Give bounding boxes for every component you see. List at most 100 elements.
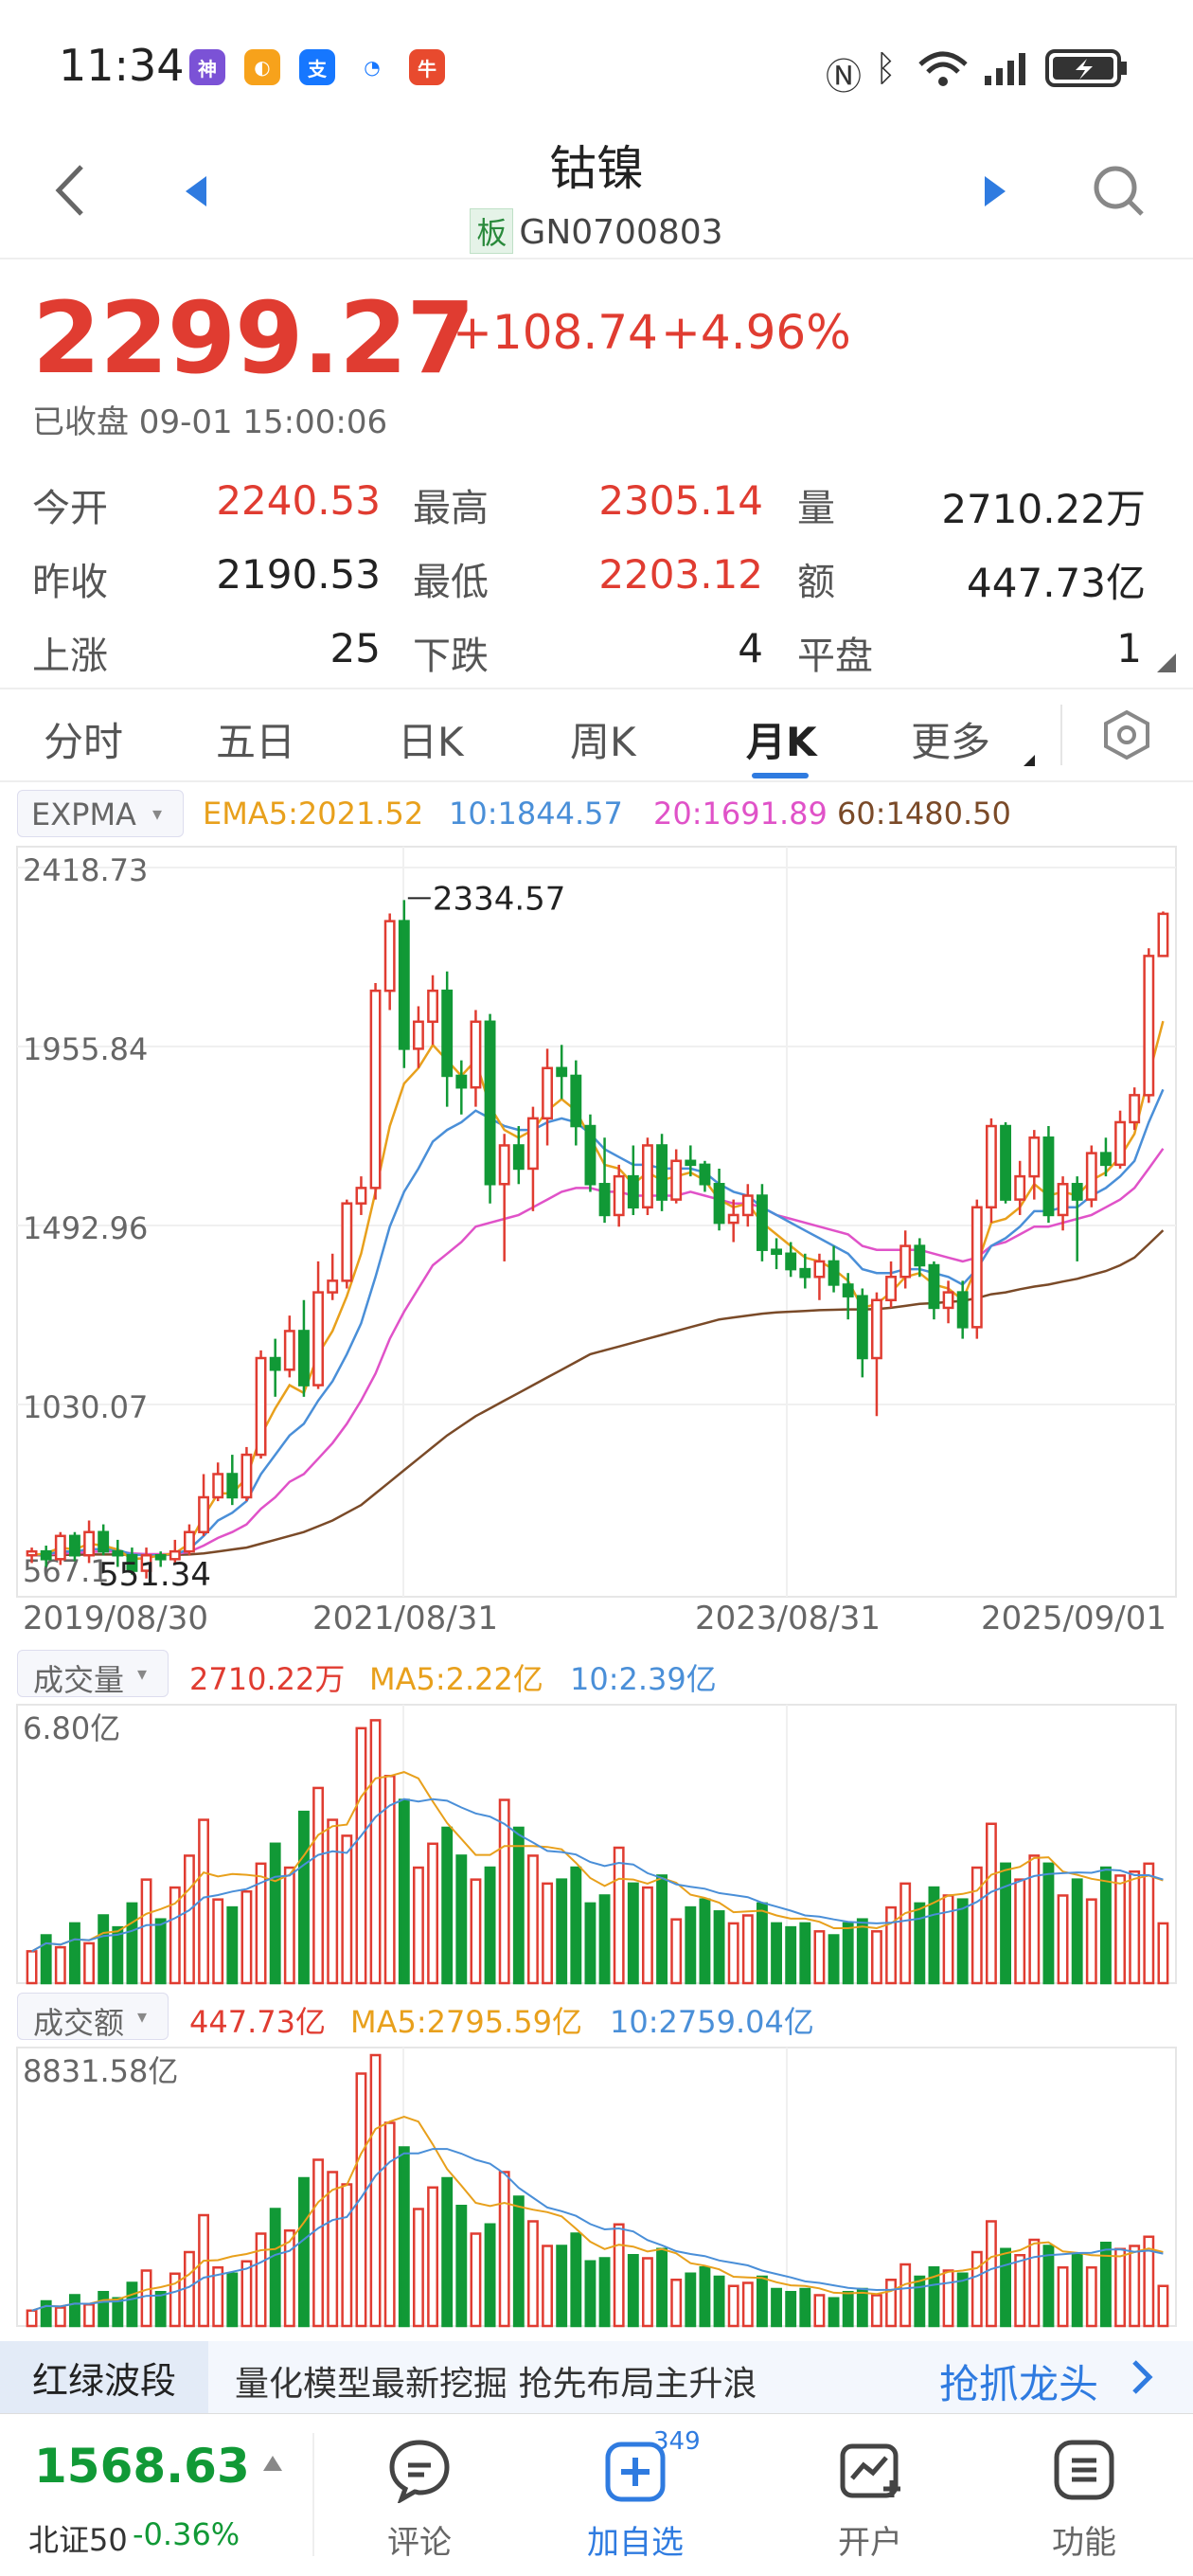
down-label: 下跌 [413, 635, 489, 678]
amount-bar [699, 2266, 711, 2328]
volume-bar [427, 1842, 439, 1985]
amount-bar [885, 2279, 898, 2328]
volume-value: 2710.22万 [941, 486, 1146, 532]
indicator-name: EXPMA [31, 796, 136, 832]
next-stock-icon[interactable] [981, 174, 1009, 208]
candle-body [369, 989, 382, 1190]
amount-bar [484, 2223, 496, 2328]
tab-4[interactable]: 月K [746, 719, 817, 765]
amount-bar [68, 2294, 80, 2328]
dropdown-icon: ▾ [137, 2005, 148, 2028]
volume-frame [16, 1704, 1177, 1984]
amount-bar [441, 2176, 454, 2328]
candle-body [870, 1298, 882, 1360]
comment-label[interactable]: 评论 [387, 2524, 452, 2562]
amount-bar [398, 2146, 410, 2328]
candle-body [727, 1213, 739, 1225]
add-watch-icon[interactable] [602, 2437, 668, 2503]
candle-body [240, 1453, 253, 1499]
amount-indicator-select[interactable]: 成交额 ▾ [17, 1993, 169, 2041]
indicator-select[interactable]: EXPMA ▾ [17, 790, 184, 837]
volume-bar [297, 1810, 310, 1985]
candle-body [1000, 1124, 1012, 1201]
volume-bar [455, 1854, 468, 1985]
tab-2[interactable]: 日K [398, 719, 464, 765]
amount-bar [1099, 2242, 1112, 2328]
candle-body [183, 1530, 195, 1553]
watch-label[interactable]: 加自选 [587, 2524, 684, 2562]
price-panel-frame [16, 846, 1177, 1598]
price-axis-label: 2418.73 [23, 852, 148, 888]
amount-bar [341, 2183, 353, 2328]
open-account-icon[interactable] [837, 2437, 903, 2503]
amount-bar [255, 2232, 267, 2328]
function-label[interactable]: 功能 [1052, 2524, 1116, 2562]
dropdown-icon: ▾ [137, 1662, 148, 1685]
divider [0, 780, 1193, 782]
candle-body [556, 1066, 568, 1078]
promo-cta[interactable]: 抢抓龙头 [939, 2361, 1099, 2407]
tab-0[interactable]: 分时 [44, 719, 124, 765]
search-icon[interactable] [1091, 163, 1148, 220]
candle-body [269, 1356, 281, 1371]
settings-hex-icon[interactable] [1100, 708, 1153, 761]
volume-bar [126, 1902, 138, 1985]
amount-bar [1071, 2254, 1083, 2328]
volume-label: 量 [797, 487, 835, 530]
amount-bar [899, 2263, 912, 2328]
volume-axis-label: 6.80亿 [23, 1710, 120, 1746]
candle-body [226, 1473, 239, 1499]
expand-corner-icon[interactable] [1155, 652, 1178, 674]
volume-bar [699, 1898, 711, 1985]
battery-icon [1045, 49, 1127, 87]
volume-bar [26, 1950, 38, 1985]
volume-ma5: MA5:2.22亿 [369, 1661, 543, 1697]
volume-indicator-select[interactable]: 成交量 ▾ [17, 1650, 169, 1698]
candle-body [54, 1534, 66, 1561]
volume-bar [470, 1878, 482, 1985]
volume-bar [1143, 1862, 1155, 1985]
volume-bar [40, 1934, 52, 1985]
candle-body [1129, 1094, 1141, 1124]
promo-banner[interactable]: 红绿波段 量化模型最新挖掘 抢先布局主升浪 抢抓龙头 [0, 2341, 1193, 2413]
tab-5[interactable]: 更多 [911, 719, 991, 765]
volume-bar [856, 1918, 868, 1985]
prev-stock-icon[interactable] [182, 174, 210, 208]
amount-bar [641, 2257, 653, 2328]
index-name: 北证50 [28, 2522, 128, 2558]
menu-icon[interactable] [1051, 2437, 1117, 2503]
comment-icon[interactable] [386, 2437, 453, 2503]
app-notification-icon: ◔ [354, 49, 390, 85]
amount-bar [1129, 2245, 1141, 2328]
amount-bar [1000, 2247, 1012, 2328]
amount-bar [470, 2232, 482, 2328]
candle-body [154, 1553, 167, 1561]
volume-bar [813, 1930, 826, 1985]
candle-body [470, 1020, 482, 1089]
promo-tag: 红绿波段 [0, 2341, 208, 2413]
amount-bar [112, 2297, 124, 2328]
kline-chart[interactable]: 2418.73 1955.84 1492.96 1030.07 567.1 2334.57… [0, 841, 1193, 2337]
tab-3[interactable]: 周K [570, 719, 636, 765]
volume-bar [341, 1834, 353, 1985]
code-text: GN0700803 [519, 213, 723, 252]
candle-body [1028, 1136, 1041, 1178]
candle-body [928, 1263, 940, 1310]
amount-bar [771, 2287, 783, 2328]
flat-count: 1 [1116, 625, 1142, 671]
amount-bar [870, 2294, 882, 2328]
volume-bar [369, 1719, 382, 1985]
tab-1[interactable]: 五日 [216, 719, 296, 765]
back-arrow-icon[interactable] [51, 163, 89, 218]
candle-body [427, 989, 439, 1024]
volume-bar [498, 1798, 510, 1985]
volume-bar [283, 1866, 295, 1985]
open-account-label[interactable]: 开户 [838, 2524, 902, 2562]
index-value[interactable]: 1568.63 [34, 2439, 250, 2494]
volume-bar [327, 1818, 339, 1985]
volume-bar [928, 1886, 940, 1985]
amount-bar [140, 2269, 152, 2328]
amount-bar [83, 2303, 96, 2328]
divider [0, 258, 1193, 259]
volume-bar [556, 1878, 568, 1985]
